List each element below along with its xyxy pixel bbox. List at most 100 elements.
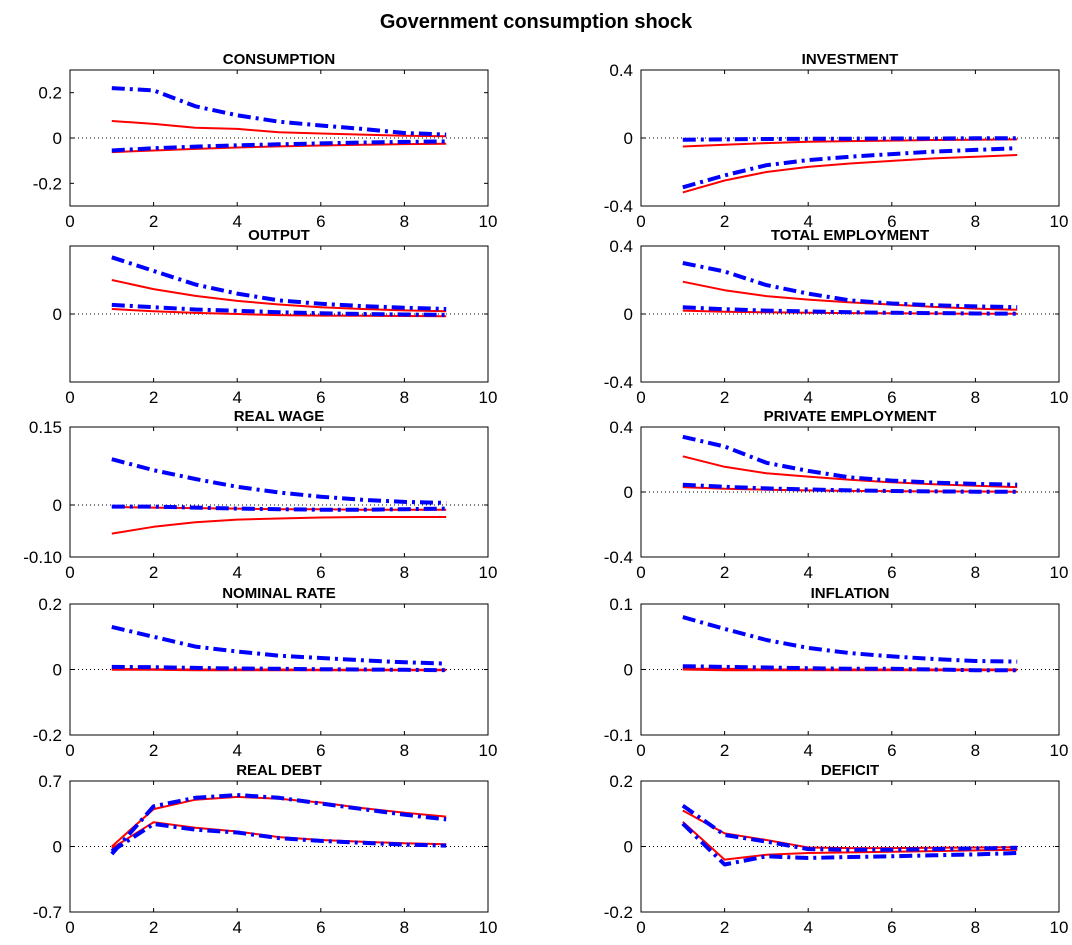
x-tick-label: 4	[803, 563, 812, 582]
x-tick-label: 4	[803, 741, 812, 760]
y-tick-label: 0	[53, 129, 62, 148]
y-tick-label: -0.10	[23, 548, 62, 567]
x-tick-label: 4	[803, 388, 812, 407]
x-tick-label: 2	[149, 388, 158, 407]
y-tick-label: 0.2	[609, 772, 633, 791]
x-tick-label: 6	[887, 563, 896, 582]
x-tick-label: 8	[971, 388, 980, 407]
band-line	[110, 822, 447, 853]
x-tick-label: 8	[971, 563, 980, 582]
y-tick-label: 0.15	[29, 418, 62, 437]
x-tick-label: 10	[479, 741, 498, 760]
x-tick-label: 6	[316, 741, 325, 760]
x-tick-label: 10	[479, 918, 498, 937]
band-line	[682, 615, 1018, 664]
band-line	[111, 664, 447, 673]
band-line	[682, 664, 1018, 673]
x-tick-label: 10	[1050, 918, 1069, 937]
x-tick-label: 4	[803, 918, 812, 937]
x-tick-label: 2	[149, 741, 158, 760]
x-tick-label: 8	[400, 388, 409, 407]
x-tick-label: 2	[720, 741, 729, 760]
band-line	[111, 302, 447, 317]
irf-line	[682, 821, 1018, 861]
y-tick-label: -0.1	[604, 726, 633, 745]
x-tick-label: 10	[479, 388, 498, 407]
band-line	[682, 146, 1018, 190]
x-tick-label: 4	[232, 388, 241, 407]
irf-line	[682, 809, 1018, 850]
band-line	[681, 803, 1018, 852]
band-line	[111, 457, 447, 505]
band-line	[682, 305, 1018, 316]
band-line	[111, 255, 447, 311]
x-tick-label: 6	[316, 918, 325, 937]
x-tick-label: 0	[636, 212, 645, 231]
x-tick-label: 4	[803, 212, 812, 231]
y-tick-label: 0.2	[38, 595, 62, 614]
x-tick-label: 2	[149, 212, 158, 231]
x-tick-label: 10	[1050, 212, 1069, 231]
band-line	[681, 822, 1018, 867]
figure-title: Government consumption shock	[380, 11, 693, 33]
x-tick-label: 10	[479, 212, 498, 231]
y-tick-label: 0.1	[609, 595, 633, 614]
x-tick-label: 0	[636, 741, 645, 760]
x-tick-label: 6	[316, 563, 325, 582]
panel-title: REAL WAGE	[234, 408, 325, 425]
y-tick-label: -0.2	[33, 726, 62, 745]
y-tick-label: 0.7	[38, 772, 62, 791]
panel-title: TOTAL EMPLOYMENT	[771, 227, 929, 244]
irf-line	[682, 280, 1018, 311]
y-tick-label: -0.4	[604, 197, 633, 216]
panel-title: PRIVATE EMPLOYMENT	[764, 408, 937, 425]
x-tick-label: 6	[887, 388, 896, 407]
y-tick-label: 0	[53, 496, 62, 515]
x-tick-label: 6	[887, 212, 896, 231]
x-tick-label: 10	[1050, 563, 1069, 582]
band-line	[111, 624, 447, 666]
x-tick-label: 6	[316, 212, 325, 231]
panel-title: DEFICIT	[821, 762, 879, 779]
y-tick-label: 0	[624, 305, 633, 324]
y-tick-label: 0	[624, 838, 633, 857]
x-tick-label: 8	[400, 918, 409, 937]
y-tick-label: -0.2	[604, 903, 633, 922]
irf-line	[111, 142, 447, 154]
x-tick-label: 0	[636, 563, 645, 582]
x-tick-label: 2	[720, 918, 729, 937]
x-tick-label: 10	[479, 563, 498, 582]
y-tick-label: 0.4	[609, 418, 633, 437]
x-tick-label: 2	[720, 388, 729, 407]
x-tick-label: 0	[65, 563, 74, 582]
x-tick-label: 4	[232, 563, 241, 582]
x-tick-label: 2	[720, 212, 729, 231]
y-tick-label: -0.7	[33, 903, 62, 922]
band-line	[110, 793, 447, 856]
band-line	[682, 482, 1018, 494]
y-tick-label: 0	[53, 661, 62, 680]
y-tick-label: -0.4	[604, 548, 633, 567]
panel-title: INVESTMENT	[802, 51, 899, 68]
x-tick-label: 10	[1050, 388, 1069, 407]
y-tick-label: 0.4	[609, 237, 633, 256]
y-tick-label: 0.2	[38, 84, 62, 103]
x-tick-label: 8	[400, 741, 409, 760]
x-tick-label: 0	[636, 388, 645, 407]
band-line	[111, 86, 447, 137]
x-tick-label: 8	[971, 918, 980, 937]
band-line	[682, 261, 1018, 310]
y-tick-label: 0	[624, 483, 633, 502]
x-tick-label: 4	[232, 212, 241, 231]
y-tick-label: 0	[53, 305, 62, 324]
panel-title: INFLATION	[811, 585, 890, 602]
x-tick-label: 2	[720, 563, 729, 582]
panel-title: REAL DEBT	[236, 762, 322, 779]
